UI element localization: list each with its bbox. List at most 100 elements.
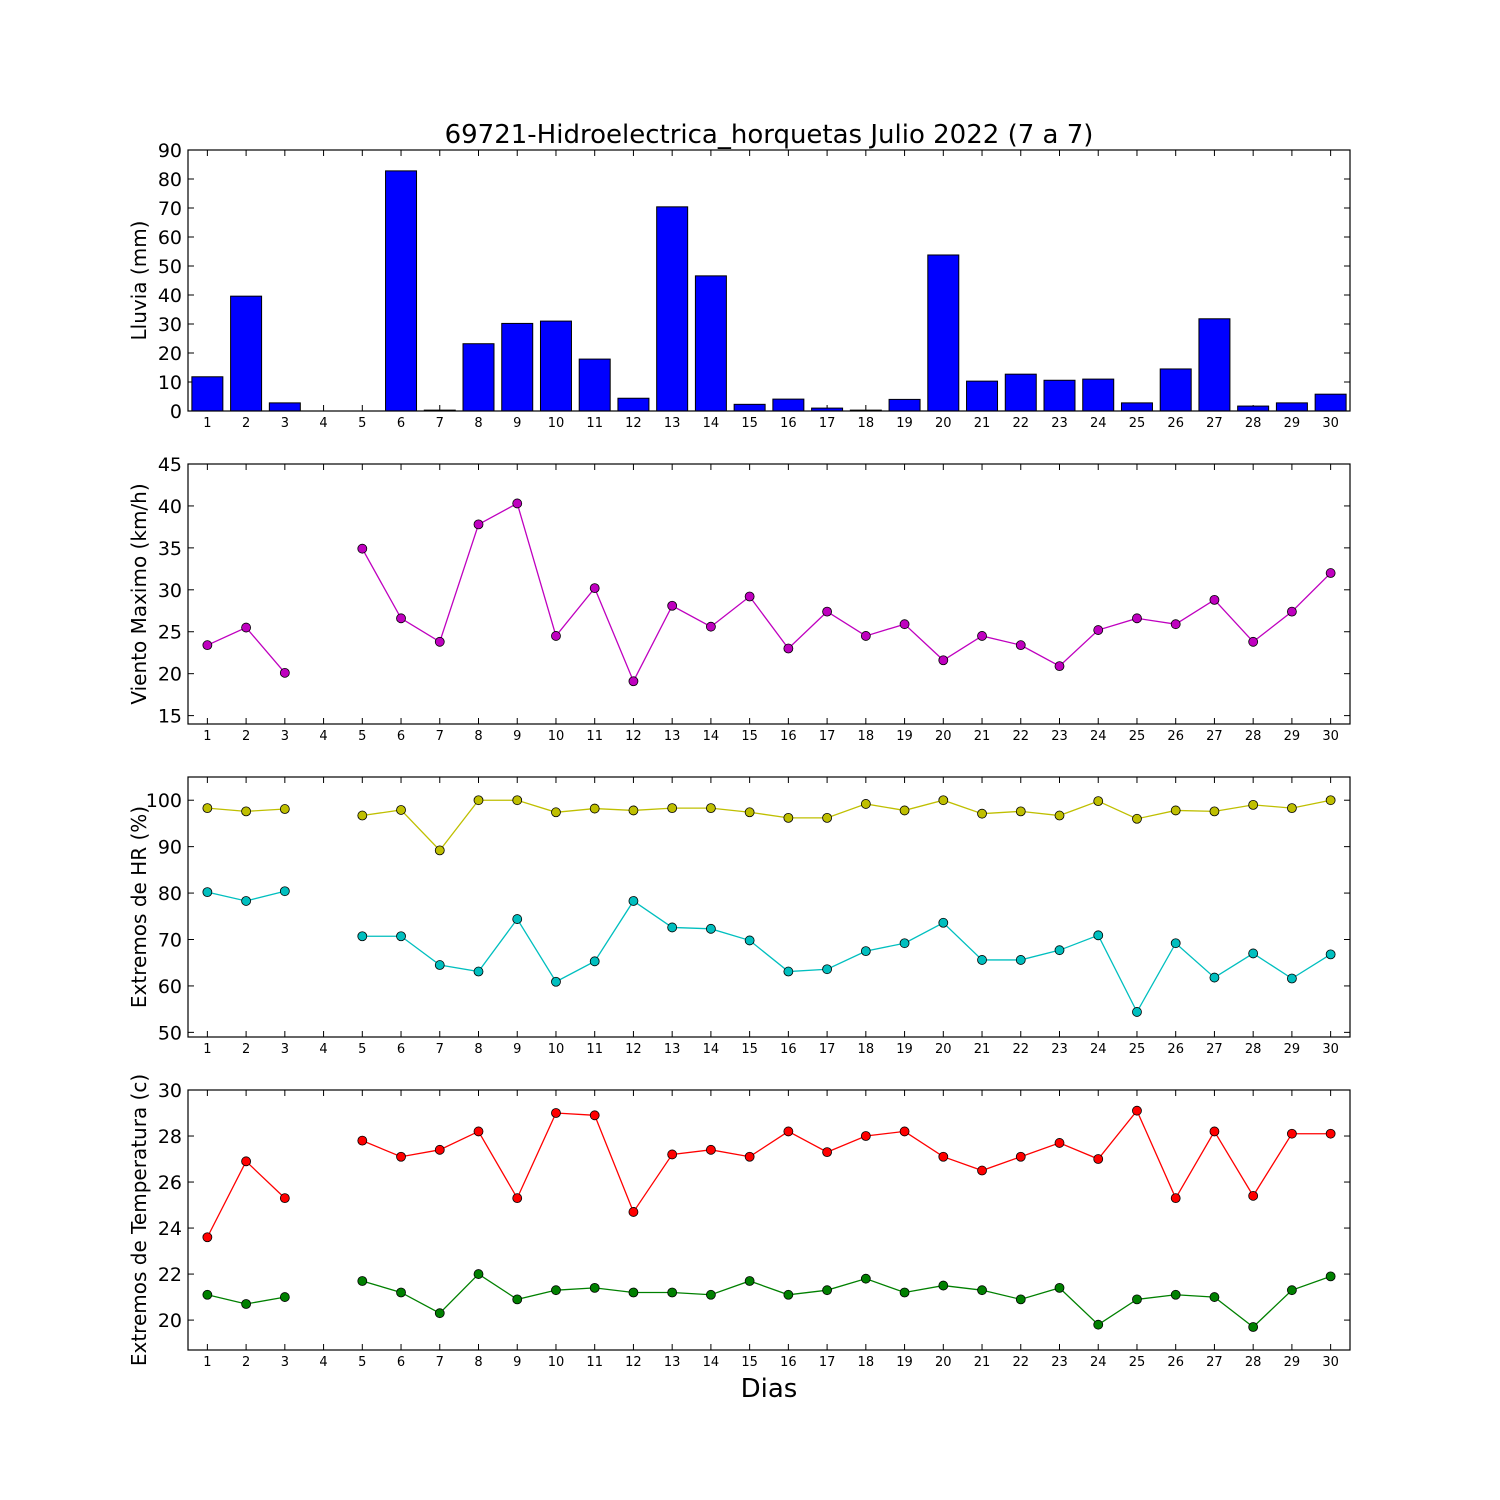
x-tick-label: 1 — [203, 1042, 211, 1057]
x-tick-label: 29 — [1284, 1042, 1301, 1057]
bar — [191, 376, 224, 412]
x-tick-label: 7 — [436, 729, 444, 744]
data-point — [1054, 945, 1065, 956]
data-point — [434, 845, 445, 856]
y-tick-label: 10 — [158, 372, 182, 394]
x-tick-label: 20 — [935, 729, 952, 744]
x-tick-label: 4 — [319, 729, 327, 744]
data-point — [783, 643, 794, 654]
x-tick-label: 26 — [1167, 1355, 1184, 1370]
x-tick-label: 19 — [896, 1355, 913, 1370]
series-line — [362, 1109, 1331, 1214]
data-point — [706, 803, 716, 814]
bar — [1237, 405, 1270, 412]
data-point — [860, 1131, 871, 1141]
x-tick-label: 6 — [397, 729, 405, 744]
x-tick-label: 7 — [436, 416, 444, 431]
y-tick-label: 20 — [158, 664, 182, 686]
data-point — [1132, 813, 1142, 824]
x-tick-label: 1 — [203, 1355, 211, 1370]
data-point — [396, 613, 406, 624]
data-point — [357, 810, 368, 821]
data-point — [1170, 1193, 1181, 1204]
data-point — [396, 931, 406, 942]
bar — [578, 358, 611, 412]
x-tick-label: 29 — [1284, 1355, 1301, 1370]
bar — [268, 402, 301, 412]
x-tick-label: 25 — [1129, 1355, 1146, 1370]
x-tick-label: 7 — [436, 1355, 444, 1370]
axes-frame — [187, 776, 1351, 1038]
x-tick-label: 30 — [1322, 1355, 1339, 1370]
x-tick-label: 5 — [358, 1355, 366, 1370]
data-point — [977, 1285, 987, 1296]
y-tick-label: 45 — [158, 454, 182, 476]
x-tick-label: 3 — [281, 1042, 289, 1057]
x-tick-label: 20 — [935, 1042, 952, 1057]
data-point — [1209, 594, 1220, 605]
data-point — [551, 1108, 561, 1118]
x-tick-label: 22 — [1012, 729, 1029, 744]
x-tick-label: 19 — [896, 729, 913, 744]
y-axis-label: Extremos de HR (%) — [127, 806, 151, 1008]
x-tick-label: 24 — [1090, 729, 1107, 744]
x-tick-label: 16 — [780, 729, 797, 744]
data-point — [860, 1273, 871, 1284]
data-point — [628, 676, 639, 687]
data-point — [822, 1147, 832, 1158]
x-tick-label: 1 — [203, 416, 211, 431]
data-point — [551, 1285, 561, 1296]
y-tick-label: 0 — [170, 401, 182, 423]
data-point — [473, 795, 484, 806]
data-point — [434, 1308, 445, 1319]
x-tick-label: 25 — [1129, 729, 1146, 744]
y-tick-label: 100 — [146, 790, 182, 812]
x-tick-label: 21 — [974, 1355, 991, 1370]
x-tick-label: 23 — [1051, 1355, 1068, 1370]
y-tick-label: 28 — [158, 1126, 182, 1148]
x-tick-label: 30 — [1322, 1042, 1339, 1057]
y-tick-label: 35 — [158, 538, 182, 560]
y-tick-label: 30 — [158, 580, 182, 602]
data-point — [1248, 1190, 1259, 1201]
data-point — [938, 795, 949, 806]
x-tick-label: 21 — [974, 416, 991, 431]
x-tick-label: 23 — [1051, 1042, 1068, 1057]
x-tick-label: 27 — [1206, 729, 1223, 744]
data-point — [1093, 1154, 1104, 1164]
data-point — [1093, 625, 1104, 635]
data-point — [551, 976, 561, 987]
data-point — [1054, 1138, 1065, 1148]
data-point — [1209, 806, 1220, 817]
x-tick-label: 17 — [819, 416, 836, 431]
x-tick-label: 26 — [1167, 729, 1184, 744]
y-tick-label: 26 — [158, 1172, 182, 1194]
data-point — [1015, 806, 1026, 817]
x-tick-label: 6 — [397, 1355, 405, 1370]
x-tick-label: 24 — [1090, 416, 1107, 431]
y-tick-label: 30 — [158, 1080, 182, 1102]
data-point — [977, 955, 987, 965]
series-line — [362, 1273, 1331, 1328]
bar — [539, 320, 572, 412]
series-line — [206, 1160, 286, 1238]
data-point — [860, 946, 871, 957]
x-tick-label: 4 — [319, 1042, 327, 1057]
data-point — [589, 956, 600, 967]
x-tick-label: 28 — [1245, 1355, 1262, 1370]
axes-frame — [187, 1089, 1351, 1351]
data-point — [1325, 1271, 1336, 1282]
x-tick-label: 18 — [858, 729, 875, 744]
data-point — [512, 914, 523, 924]
data-point — [706, 1144, 716, 1155]
x-tick-label: 13 — [664, 416, 681, 431]
data-point — [279, 886, 290, 897]
x-tick-label: 30 — [1322, 416, 1339, 431]
x-tick-label: 6 — [397, 416, 405, 431]
x-tick-label: 5 — [358, 1042, 366, 1057]
data-point — [1132, 1007, 1142, 1017]
bar — [1004, 373, 1037, 412]
x-tick-label: 15 — [741, 416, 758, 431]
data-point — [1209, 1292, 1220, 1302]
x-tick-label: 3 — [281, 416, 289, 431]
